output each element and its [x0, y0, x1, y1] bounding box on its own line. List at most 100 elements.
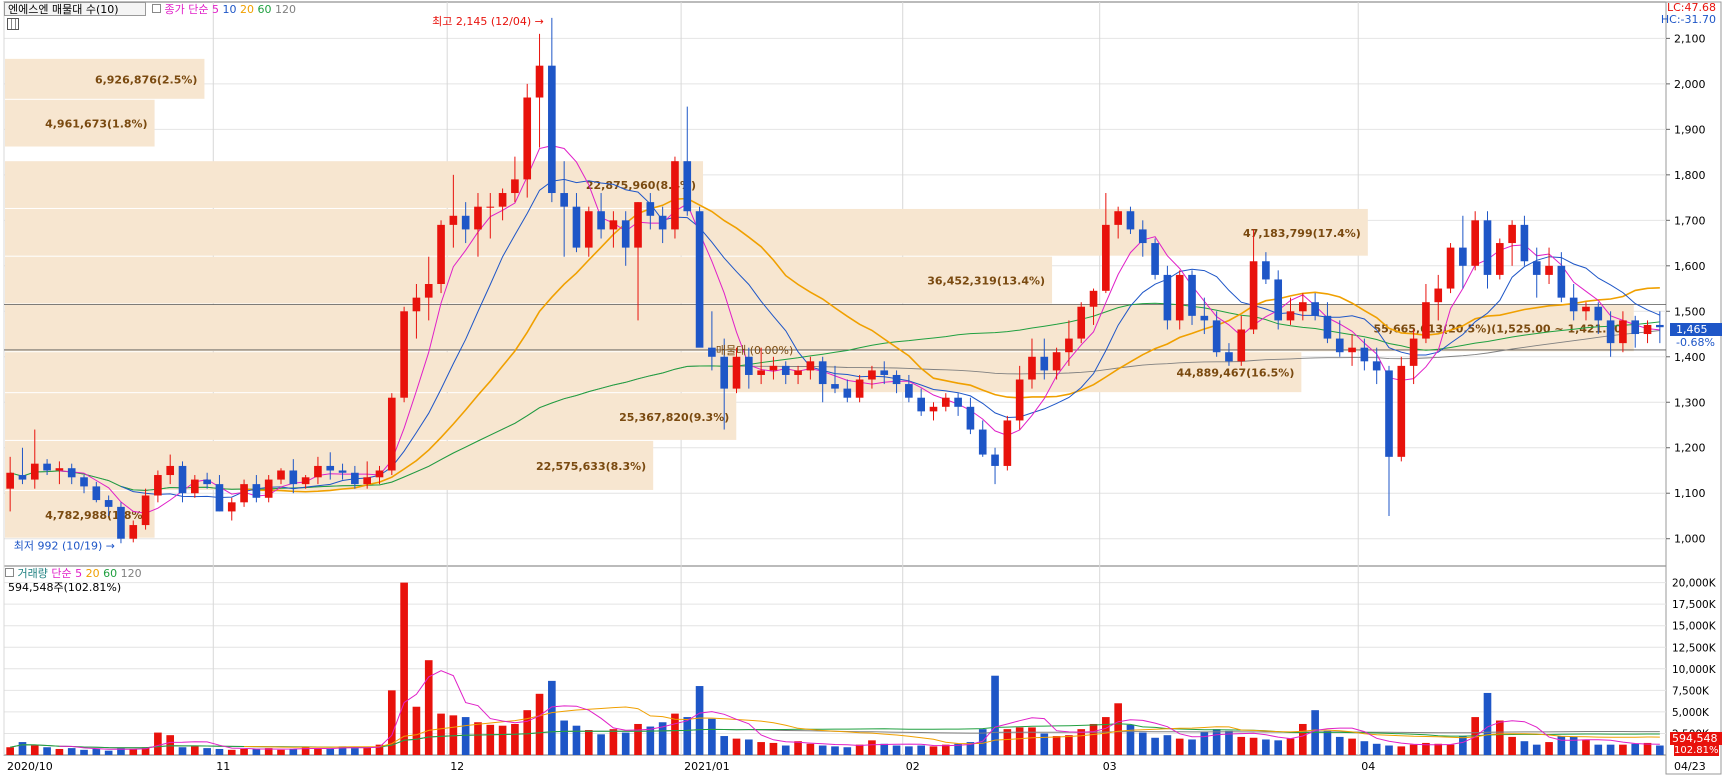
volume-bar: [671, 713, 679, 755]
volume-bar: [129, 748, 138, 755]
volume-bar: [104, 750, 113, 755]
volume-bar: [1434, 743, 1443, 755]
volume-bar: [794, 741, 802, 755]
volume-bar: [117, 748, 125, 755]
volume-bar: [1077, 729, 1086, 755]
candle-body: [1077, 306, 1086, 339]
candle-body: [1052, 352, 1061, 371]
candle-body: [683, 161, 692, 212]
volume-bar: [929, 746, 938, 755]
volume-bar: [449, 715, 458, 755]
volume-bar: [1212, 729, 1221, 755]
volume-bar: [732, 738, 741, 755]
price-tick-label: 2,000: [1674, 78, 1706, 91]
candle-body: [905, 384, 913, 398]
candle-body: [1323, 315, 1332, 339]
volume-bar: [264, 748, 273, 755]
stock-name-box[interactable]: 엔에스엔 매물대 수(10): [4, 2, 146, 16]
candle-body: [1348, 347, 1356, 353]
candle-body: [314, 465, 322, 478]
candle-body: [991, 454, 999, 466]
volume-bar: [1200, 731, 1209, 755]
volume-bar: [560, 720, 568, 755]
candle-body: [43, 463, 51, 471]
candle-body: [1434, 288, 1443, 303]
volume-profile-bar: [5, 58, 205, 99]
volume-bar: [941, 744, 950, 755]
vol-ma20-line: [244, 706, 1660, 748]
volume-bar: [461, 717, 470, 755]
volume-profile-label: 4,961,673(1.8%): [45, 118, 148, 131]
candle-body: [166, 465, 175, 476]
candle-body: [301, 477, 310, 485]
candle-body: [1508, 224, 1516, 244]
volume-bar: [905, 746, 913, 755]
volume-bar: [511, 723, 519, 755]
candle-body: [363, 477, 371, 485]
candle-body: [92, 486, 101, 501]
candle-body: [252, 484, 261, 498]
ma20-label: 20: [239, 3, 254, 16]
volume-bar: [92, 748, 101, 755]
volume-bar: [412, 706, 421, 755]
vol-ma60-label: 60: [103, 567, 118, 580]
candle-body: [646, 202, 655, 216]
volume-tick-label: 10,000K: [1672, 664, 1717, 676]
volume-bar: [880, 743, 889, 755]
volume-bar: [745, 739, 753, 755]
volume-bar: [1483, 692, 1492, 755]
candle-body: [1335, 338, 1344, 353]
candle-body: [1114, 211, 1122, 225]
hc-value: HC:-31.70: [1660, 13, 1716, 26]
volume-bar: [1459, 736, 1467, 755]
candle-body: [892, 374, 901, 385]
volume-bar: [437, 713, 445, 755]
price-tick-label: 1,800: [1674, 169, 1706, 182]
candle-body: [1274, 279, 1283, 321]
volume-bar: [831, 746, 839, 755]
candle-body: [732, 356, 741, 389]
price-tick-label: 1,000: [1674, 533, 1706, 546]
candle-body: [868, 370, 876, 380]
ma-price-label: 종가 단순: [164, 3, 209, 16]
candle-body: [781, 365, 790, 375]
volume-profile-label: 44,889,467(16.5%): [1177, 367, 1295, 380]
volume-bar: [1569, 736, 1578, 755]
volume-bar: [1237, 736, 1246, 755]
candle-body: [1471, 220, 1479, 266]
vol-ma-label: 단순: [51, 567, 72, 580]
volume-bar: [1175, 738, 1184, 755]
grid-icon[interactable]: [7, 18, 19, 30]
candle-body: [1188, 274, 1196, 316]
volume-bar: [1286, 738, 1295, 755]
candle-body: [203, 479, 211, 485]
volume-bar: [720, 736, 729, 755]
candle-body: [1237, 329, 1246, 362]
stock-name-label: 엔에스엔 매물대 수(10): [8, 3, 119, 16]
candle-body: [1311, 302, 1319, 316]
volume-bar: [1040, 733, 1049, 755]
candle-body: [498, 193, 507, 207]
candle-body: [658, 215, 667, 230]
legend-box-icon: [5, 568, 14, 577]
volume-bar: [1335, 736, 1344, 755]
candle-body: [1385, 370, 1393, 457]
volume-profile-label: 55,665,613(20.5%)(1,525.00 ~ 1,421.00): [1373, 322, 1626, 335]
candle-body: [1212, 320, 1221, 353]
volume-bar: [486, 724, 495, 755]
candle-body: [1619, 320, 1627, 344]
candle-body: [1631, 320, 1640, 335]
price-tick-label: 2,100: [1674, 32, 1706, 45]
candle-body: [806, 361, 815, 371]
volume-bar: [1126, 724, 1135, 755]
candle-body: [215, 484, 224, 512]
date-tick-label: 02: [906, 760, 920, 773]
volume-bar: [301, 747, 310, 755]
candle-body: [1138, 229, 1147, 244]
candle-body: [400, 311, 408, 398]
volume-bar: [6, 747, 14, 755]
candle-body: [277, 470, 285, 480]
candle-body: [424, 284, 433, 298]
volume-bar: [708, 718, 716, 755]
